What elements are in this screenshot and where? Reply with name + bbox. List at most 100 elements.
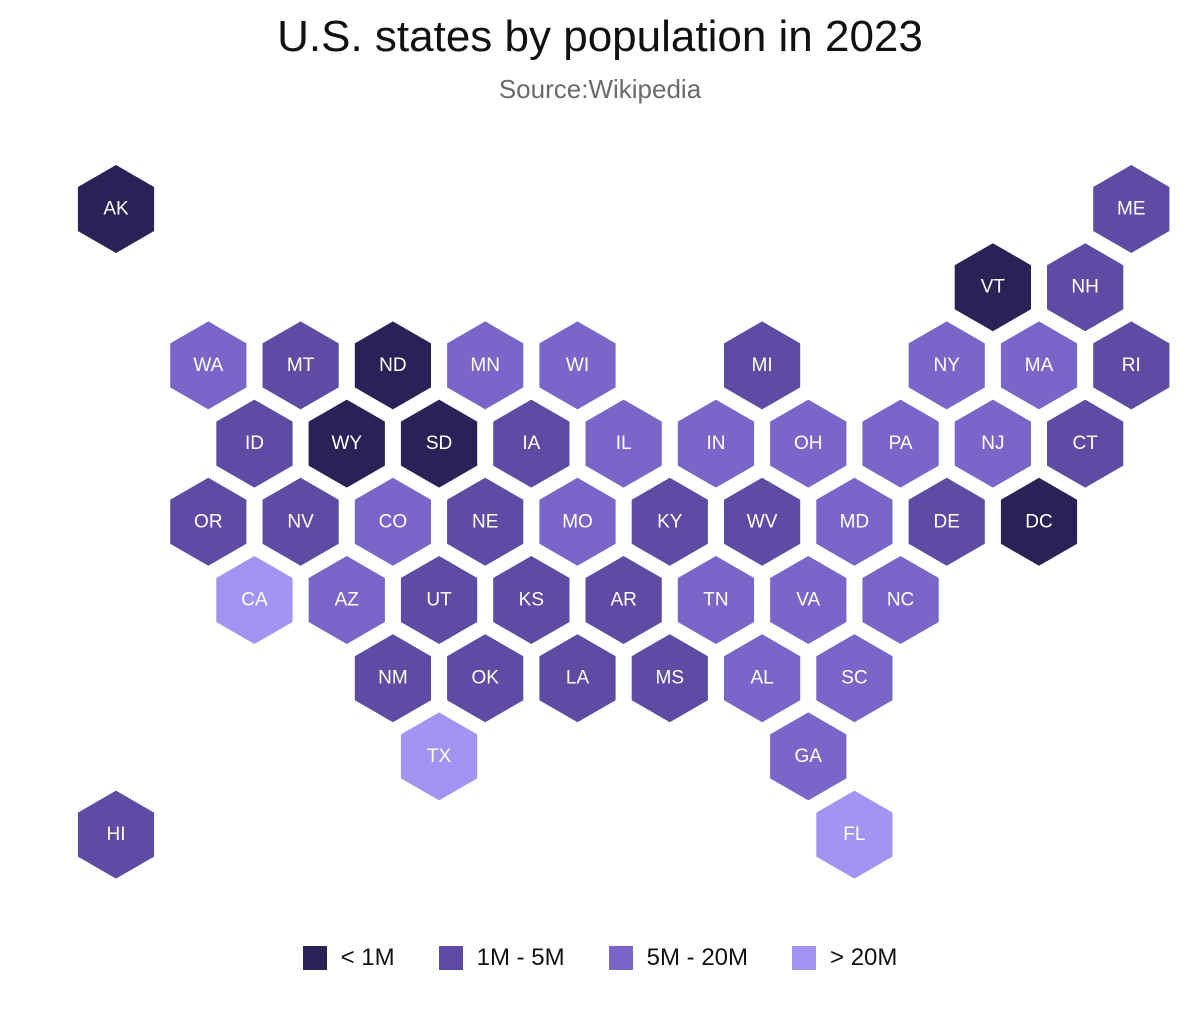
state-hex-shape — [770, 399, 847, 488]
state-label: NM — [378, 668, 408, 689]
state-hex-wy: WY — [308, 399, 385, 488]
state-hex-ri: RI — [1093, 321, 1170, 410]
state-hex-shape — [585, 399, 662, 488]
state-hex-shape — [631, 634, 708, 723]
state-hex-mn: MN — [447, 321, 524, 410]
state-hex-shape — [447, 634, 524, 723]
state-label: OR — [194, 511, 223, 532]
state-hex-shape — [77, 790, 155, 879]
state-hex-ca: CA — [216, 556, 293, 644]
state-hex-co: CO — [354, 477, 431, 566]
state-hex-nh: NH — [1047, 243, 1124, 332]
state-hex-shape — [1093, 321, 1170, 410]
state-hex-va: VA — [770, 556, 847, 644]
legend-swatch — [302, 946, 327, 970]
state-hex-shape — [816, 790, 893, 879]
state-label: ND — [379, 355, 406, 376]
state-hex-shape — [1047, 399, 1124, 488]
state-hex-shape — [170, 477, 247, 566]
state-hex-shape — [631, 477, 708, 566]
state-label: MO — [562, 511, 593, 532]
state-label: CT — [1072, 433, 1098, 454]
state-hex-fl: FL — [816, 790, 893, 879]
state-hex-shape — [816, 634, 893, 723]
state-hex-shape — [677, 556, 755, 644]
state-label: NV — [287, 511, 314, 532]
state-hex-shape — [862, 556, 939, 644]
hex-map: AK ME VT NH WA MT ND MN WI MI NY MA RI ID WY SD IA IL IN OH… — [77, 165, 1170, 879]
state-label: WI — [566, 355, 589, 376]
state-label: PA — [889, 433, 913, 454]
state-hex-wv: WV — [724, 477, 801, 566]
state-hex-shape — [724, 477, 801, 566]
state-hex-ne: NE — [447, 477, 524, 566]
state-label: NH — [1071, 277, 1098, 298]
state-hex-shape — [216, 556, 293, 644]
legend-item-gt20m: > 20M — [792, 944, 897, 972]
state-hex-shape — [400, 556, 478, 644]
legend-label: > 20M — [830, 944, 898, 971]
state-hex-dc: DC — [1000, 477, 1078, 566]
legend-label: 5M - 20M — [646, 944, 749, 971]
state-label: MI — [752, 355, 773, 376]
state-hex-de: DE — [908, 477, 985, 566]
state-hex-shape — [816, 477, 893, 566]
state-label: TX — [427, 746, 452, 767]
state-hex-mt: MT — [262, 321, 339, 410]
state-hex-shape — [1000, 321, 1078, 410]
state-hex-id: ID — [216, 399, 293, 488]
state-hex-shape — [354, 321, 431, 410]
state-label: GA — [795, 746, 823, 767]
state-hex-nc: NC — [862, 556, 939, 644]
state-hex-shape — [1000, 477, 1078, 566]
state-hex-il: IL — [585, 399, 662, 488]
legend-item-1m-5m: 1M - 5M — [438, 944, 565, 972]
state-hex-shape — [677, 399, 755, 488]
state-hex-shape — [447, 321, 524, 410]
legend-swatch — [438, 946, 463, 970]
state-hex-nm: NM — [354, 634, 431, 723]
state-label: AK — [103, 199, 129, 220]
state-hex-shape — [170, 321, 247, 410]
map-title: U.S. states by population in 2023 — [277, 12, 923, 61]
state-hex-me: ME — [1093, 165, 1170, 253]
state-hex-in: IN — [677, 399, 755, 488]
state-hex-ms: MS — [631, 634, 708, 723]
state-hex-shape — [585, 556, 662, 644]
state-hex-nd: ND — [354, 321, 431, 410]
state-hex-shape — [954, 243, 1031, 332]
state-hex-sd: SD — [400, 399, 478, 488]
state-label: ID — [245, 433, 264, 454]
state-label: NC — [887, 590, 914, 611]
legend-label: < 1M — [340, 944, 395, 971]
state-hex-shape — [908, 477, 985, 566]
state-hex-vt: VT — [954, 243, 1031, 332]
state-label: NE — [472, 511, 498, 532]
state-label: TN — [703, 590, 728, 611]
state-hex-oh: OH — [770, 399, 847, 488]
state-hex-shape — [539, 321, 616, 410]
state-hex-ma: MA — [1000, 321, 1078, 410]
state-label: VT — [981, 277, 1006, 298]
state-hex-shape — [262, 477, 339, 566]
legend: < 1M 1M - 5M 5M - 20M > 20M — [0, 944, 1200, 972]
state-label: OH — [794, 433, 823, 454]
state-label: SD — [426, 433, 452, 454]
state-label: IL — [616, 433, 632, 454]
state-hex-ny: NY — [908, 321, 985, 410]
state-label: IN — [706, 433, 725, 454]
state-label: ME — [1117, 199, 1146, 220]
state-hex-ks: KS — [493, 556, 570, 644]
state-label: WV — [747, 511, 778, 532]
state-hex-sc: SC — [816, 634, 893, 723]
state-hex-shape — [77, 165, 155, 253]
state-label: AR — [610, 590, 636, 611]
state-hex-shape — [400, 399, 478, 488]
state-hex-ok: OK — [447, 634, 524, 723]
state-hex-wi: WI — [539, 321, 616, 410]
state-hex-shape — [724, 634, 801, 723]
state-label: KY — [657, 511, 683, 532]
state-hex-shape — [354, 477, 431, 566]
state-label: MN — [470, 355, 500, 376]
state-label: MS — [656, 668, 685, 689]
